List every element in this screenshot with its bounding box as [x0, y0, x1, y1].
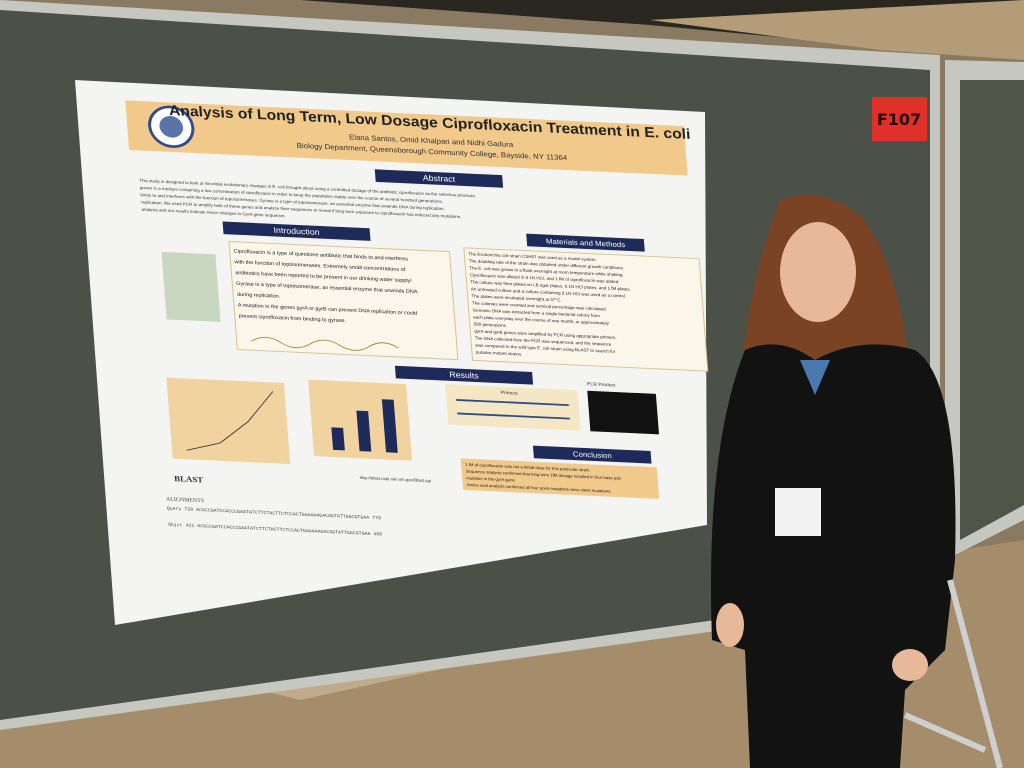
section-heading: Introduction — [273, 225, 320, 237]
sign-plate — [872, 97, 927, 141]
primers-box — [445, 384, 581, 431]
growth-chart — [166, 377, 291, 465]
poster-text-line: putative mutant strains. — [476, 350, 523, 357]
primers-label: Primers — [501, 390, 519, 396]
poster-text-line: The doubling rate of the strain was obta… — [469, 258, 625, 270]
easel-leg — [947, 579, 1003, 768]
gel-image — [587, 390, 660, 435]
blast-label: BLAST — [174, 474, 204, 485]
sign-text: F107 — [877, 110, 921, 129]
poster-text-line: The DNA collected from the PCR was seque… — [475, 336, 613, 347]
primer-line — [456, 399, 569, 407]
dna-drawing — [251, 336, 399, 351]
section-heading: Results — [449, 370, 479, 381]
seal-center — [159, 115, 184, 138]
poster-text-line: Ciprofloxacin was diluted in 0.1N HCl, a… — [470, 272, 620, 284]
alignments-label: ALIGNMENTS — [166, 497, 205, 504]
chart-bar — [381, 399, 398, 453]
poster-text-line: Amino acid analysis confirmed all four p… — [466, 482, 611, 493]
hand — [892, 649, 928, 681]
poster-text-line: 500 generations. — [473, 322, 507, 328]
protein-image — [161, 251, 221, 322]
section-heading: Materials and Methods — [546, 237, 626, 249]
poster-text-line: Genomic DNA was extracted from a single … — [472, 308, 600, 319]
section-bar — [394, 365, 534, 385]
intro-box — [228, 241, 459, 361]
section-bar — [526, 233, 645, 252]
section-heading: Conclusion — [573, 450, 612, 460]
section-bar — [532, 445, 652, 464]
pcr-label: PCR Product — [587, 381, 617, 387]
poster-text-line: analysis and our results indicate minor … — [141, 207, 285, 218]
poster-text-line: gyrA and gyrB genes were amplified by PC… — [474, 329, 617, 340]
poster-text-line: The E. coli was grown in a flask overnig… — [469, 265, 624, 277]
methods-box — [463, 247, 709, 372]
poster-text-line: was compared to the wild type E. coli st… — [475, 343, 616, 354]
poster-text-line: The colonies were counted and survival p… — [472, 301, 607, 312]
poster-text-line: An untreated culture and a culture conta… — [471, 286, 626, 298]
section-bar — [222, 221, 371, 241]
blast-url: http://blast.ncbi.nlm.nih.gov/Blast.cgi — [359, 475, 431, 483]
name-badge — [775, 488, 821, 536]
back-wall — [650, 0, 1024, 60]
title-banner — [125, 100, 688, 176]
conclusion-box — [460, 458, 660, 499]
primer-line — [457, 412, 570, 420]
poster-text-line: Sequence analysis confirmed that long te… — [465, 469, 621, 481]
section-heading: Abstract — [422, 173, 456, 184]
chart-bar — [356, 410, 372, 452]
side-board — [960, 80, 1024, 540]
chart-line — [186, 391, 274, 451]
poster-text-line: during replication. — [237, 292, 281, 300]
poster-text-line: mutation in the gyrA gene. — [466, 475, 516, 482]
poster-text-line: prevent ciprofloxacin from binding to gy… — [239, 313, 347, 324]
poster-text-line: The Escherichia coli strain CSH57 was us… — [468, 251, 597, 262]
section-bar — [374, 169, 504, 188]
shirt — [800, 360, 830, 395]
face — [780, 222, 856, 322]
poster-text-line: each plate everyday over the course of o… — [473, 315, 610, 326]
poster-text-line: The plates were incubated overnight at 3… — [471, 294, 561, 303]
person — [710, 195, 956, 768]
hand — [716, 603, 744, 647]
poster-text-line: 1 fM of ciprofloxacin was not a lethal d… — [465, 462, 591, 473]
chart-bar — [331, 427, 345, 451]
easel-bar — [903, 712, 987, 753]
